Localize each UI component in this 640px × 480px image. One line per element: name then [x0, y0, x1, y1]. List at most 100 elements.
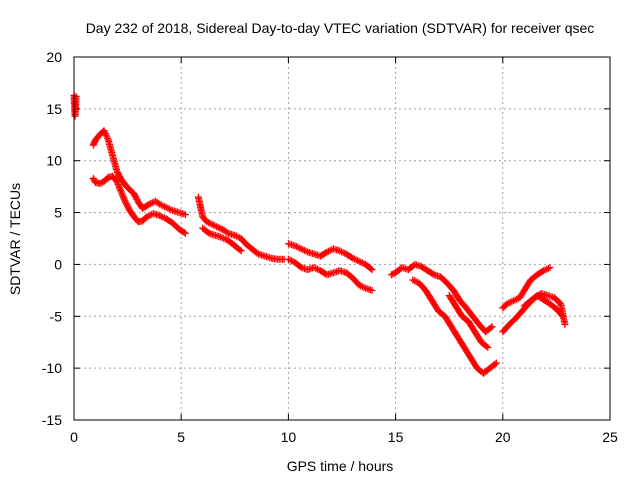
data-point — [558, 311, 566, 319]
series-arc5-upper — [499, 264, 554, 312]
data-point — [409, 276, 417, 284]
grid-lines — [74, 57, 610, 420]
data-point — [492, 359, 500, 367]
data-point — [114, 180, 122, 188]
x-tick-label: 20 — [495, 429, 511, 445]
data-point — [118, 189, 126, 197]
data-point — [145, 200, 153, 208]
data-point — [113, 179, 121, 187]
data-point — [506, 298, 514, 306]
series-arc4-lower — [409, 276, 500, 377]
data-point — [231, 231, 239, 239]
series-arc1-upper — [89, 127, 189, 219]
data-point — [367, 265, 375, 273]
y-tick-label: 10 — [46, 153, 62, 169]
data-point — [412, 278, 420, 286]
data-point — [543, 265, 551, 273]
data-point — [156, 212, 164, 220]
y-tick-label: 5 — [54, 205, 62, 221]
data-point — [223, 228, 231, 236]
data-point — [120, 194, 128, 202]
data-point — [101, 128, 109, 136]
data-point — [302, 247, 310, 255]
series-arc2 — [194, 193, 288, 263]
data-point — [180, 228, 188, 236]
y-tick-label: -15 — [42, 412, 62, 428]
data-point — [143, 213, 151, 221]
data-point — [237, 247, 245, 255]
data-point — [355, 281, 363, 289]
data-point — [513, 295, 521, 303]
data-point — [100, 127, 108, 135]
plot-frame — [73, 56, 611, 421]
data-point — [510, 297, 518, 305]
x-tick-label: 25 — [602, 429, 618, 445]
data-point — [218, 233, 226, 241]
y-axis-label: SDTVAR / TECUs — [7, 183, 23, 295]
data-point — [115, 183, 123, 191]
data-point — [358, 259, 366, 267]
data-point — [368, 286, 376, 294]
data-point — [104, 134, 112, 142]
data-point — [220, 234, 228, 242]
data-point — [294, 243, 302, 251]
data-point — [323, 248, 331, 256]
data-point — [203, 218, 211, 226]
y-tick-label: 20 — [46, 49, 62, 65]
series-arc2-spread — [199, 224, 245, 255]
data-point — [209, 221, 217, 229]
data-point — [488, 323, 496, 331]
data-point — [291, 242, 299, 250]
data-point — [352, 256, 360, 264]
data-point — [159, 213, 167, 221]
data-point — [181, 229, 189, 237]
data-point — [503, 300, 511, 308]
data-point — [297, 245, 305, 253]
data-point — [284, 255, 292, 263]
data-point — [491, 360, 499, 368]
data-point — [483, 342, 491, 350]
data-point — [350, 255, 358, 263]
data-point — [117, 188, 125, 196]
series-arc4-upper — [387, 260, 496, 336]
data-point — [145, 212, 153, 220]
y-tick-label: -5 — [50, 308, 63, 324]
data-point — [236, 246, 244, 254]
data-point — [213, 223, 221, 231]
data-point — [167, 206, 175, 214]
data-point — [208, 220, 216, 228]
data-point — [164, 204, 172, 212]
y-tick-label: 15 — [46, 101, 62, 117]
data-point — [337, 248, 345, 256]
data-point — [339, 249, 347, 257]
data-point — [211, 222, 219, 230]
data-point — [541, 266, 549, 274]
data-point — [116, 185, 124, 193]
y-tick-label: 0 — [54, 256, 62, 272]
data-point — [325, 247, 333, 255]
data-point — [146, 211, 154, 219]
data-point — [310, 264, 318, 272]
data-point — [292, 243, 300, 251]
x-tick-label: 10 — [281, 429, 297, 445]
series-arc5-mid — [520, 292, 567, 320]
data-point — [102, 131, 110, 139]
data-point — [505, 299, 513, 307]
data-point — [508, 298, 516, 306]
y-tick-label: -10 — [42, 360, 62, 376]
data-point — [296, 244, 304, 252]
data-point — [157, 212, 165, 220]
data-point — [118, 191, 126, 199]
series-arc4-mid — [445, 292, 492, 351]
data-point — [286, 256, 294, 264]
series-start — [70, 91, 80, 120]
data-point — [205, 219, 213, 227]
data-point — [357, 282, 365, 290]
data-point — [540, 267, 548, 275]
data-point — [162, 203, 170, 211]
data-point — [358, 283, 366, 291]
data-point — [559, 312, 567, 320]
data-point — [326, 246, 334, 254]
data-point — [511, 296, 519, 304]
